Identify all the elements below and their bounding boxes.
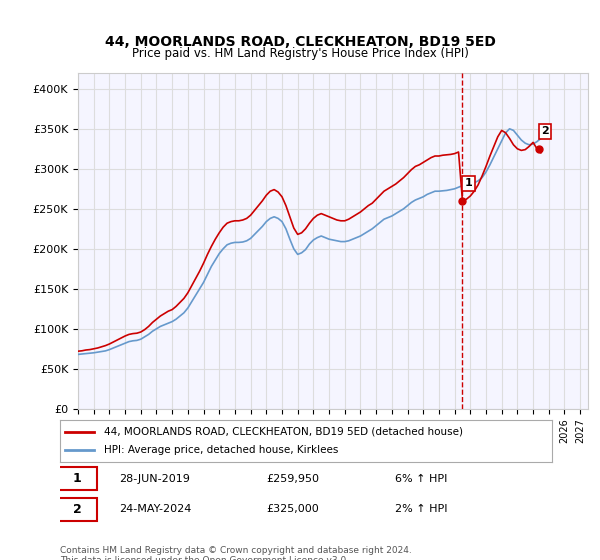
FancyBboxPatch shape <box>58 498 97 521</box>
Text: 24-MAY-2024: 24-MAY-2024 <box>119 505 191 515</box>
Text: 44, MOORLANDS ROAD, CLECKHEATON, BD19 5ED (detached house): 44, MOORLANDS ROAD, CLECKHEATON, BD19 5E… <box>104 427 463 437</box>
Text: 1: 1 <box>73 472 82 485</box>
Text: £325,000: £325,000 <box>266 505 319 515</box>
Text: 2: 2 <box>541 127 549 137</box>
Text: Price paid vs. HM Land Registry's House Price Index (HPI): Price paid vs. HM Land Registry's House … <box>131 46 469 60</box>
Text: HPI: Average price, detached house, Kirklees: HPI: Average price, detached house, Kirk… <box>104 445 338 455</box>
Text: 28-JUN-2019: 28-JUN-2019 <box>119 474 190 484</box>
Text: £259,950: £259,950 <box>266 474 320 484</box>
Text: 44, MOORLANDS ROAD, CLECKHEATON, BD19 5ED: 44, MOORLANDS ROAD, CLECKHEATON, BD19 5E… <box>104 35 496 49</box>
Text: 6% ↑ HPI: 6% ↑ HPI <box>395 474 447 484</box>
FancyBboxPatch shape <box>58 467 97 490</box>
Text: 1: 1 <box>464 179 472 188</box>
Text: 2% ↑ HPI: 2% ↑ HPI <box>395 505 447 515</box>
Text: Contains HM Land Registry data © Crown copyright and database right 2024.
This d: Contains HM Land Registry data © Crown c… <box>60 546 412 560</box>
Text: 2: 2 <box>73 503 82 516</box>
